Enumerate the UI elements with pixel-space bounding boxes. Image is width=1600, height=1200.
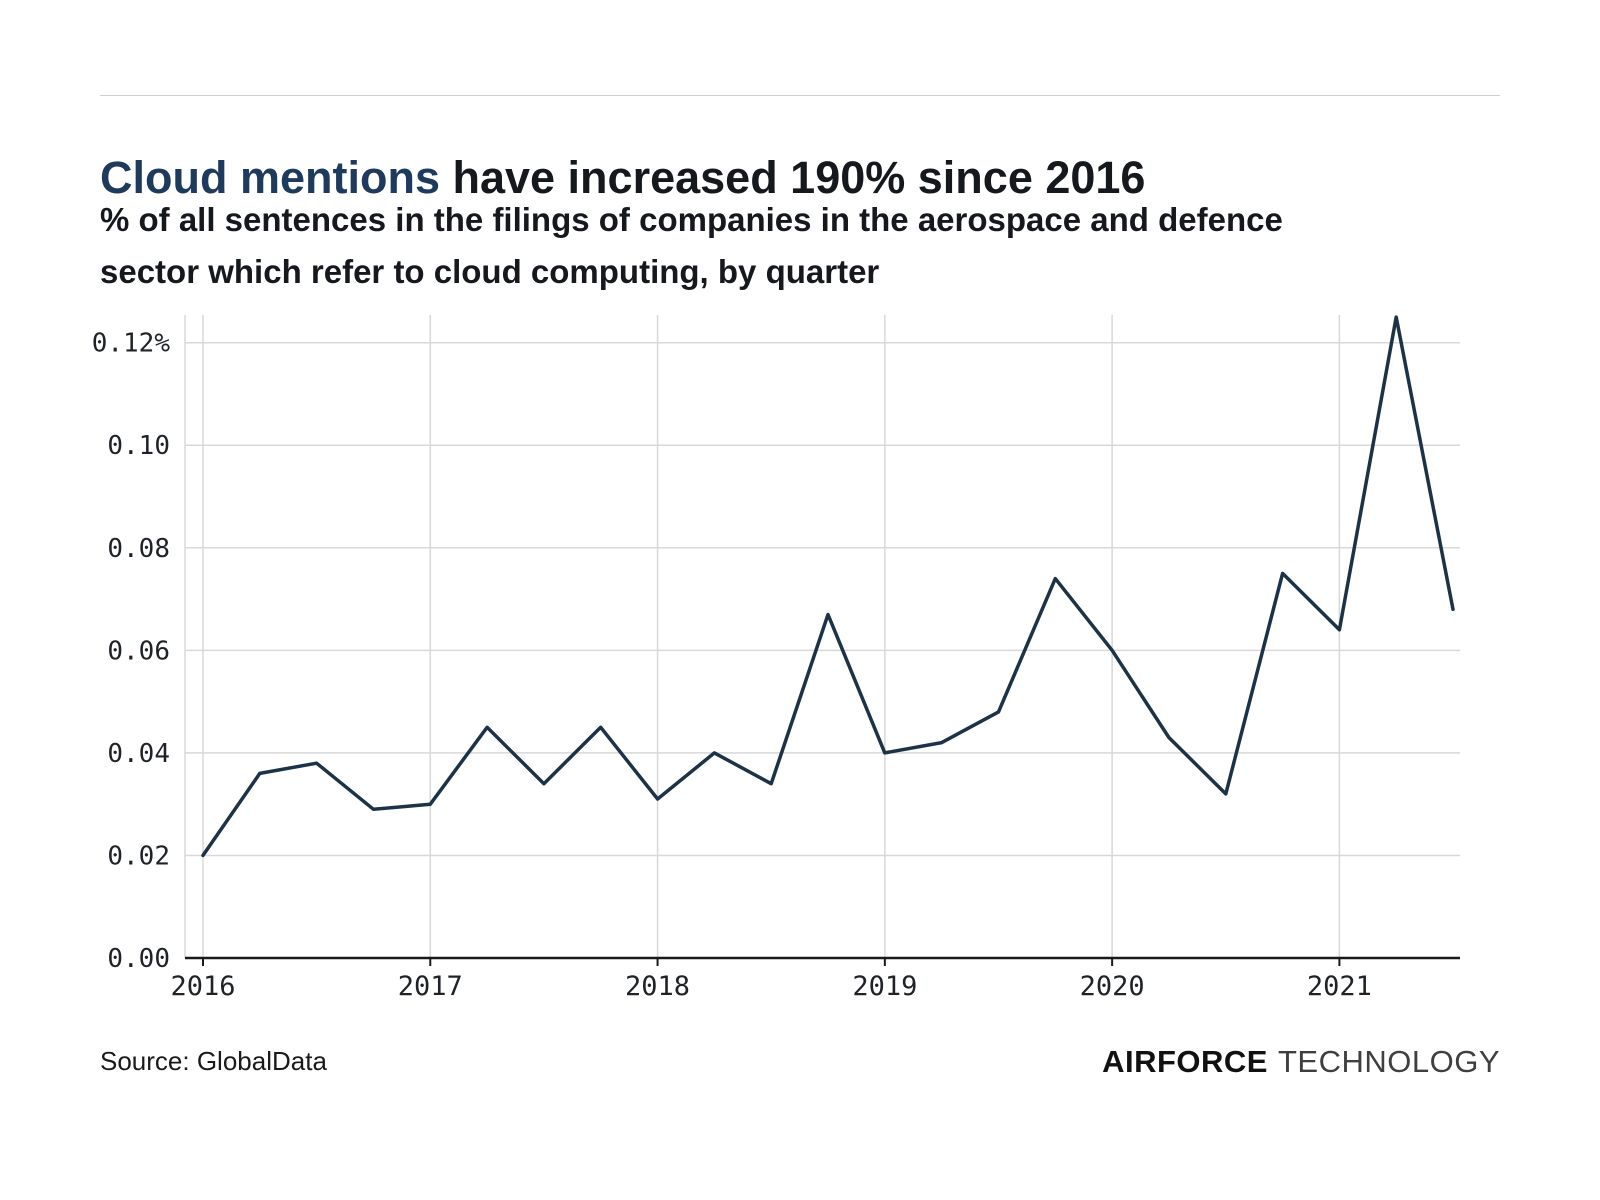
x-tick-label: 2021: [1307, 971, 1372, 1002]
source-credit: Source: GlobalData: [100, 1046, 327, 1076]
x-tick-label: 2019: [852, 971, 917, 1002]
subtitle-line-2: sector which refer to cloud computing, b…: [100, 253, 880, 290]
y-tick-label: 0.00: [107, 944, 170, 974]
y-tick-label: 0.10: [107, 431, 170, 461]
page-title: Cloud mentions have increased 190% since…: [100, 152, 1500, 204]
x-tick-label: 2017: [398, 971, 463, 1002]
y-tick-label: 0.04: [107, 739, 170, 769]
y-tick-label: 0.06: [107, 636, 170, 666]
brand-logo: AIRFORCE TECHNOLOGY: [1102, 1044, 1500, 1080]
chart-subtitle: % of all sentences in the filings of com…: [100, 194, 1520, 298]
y-tick-label: 0.12%: [92, 329, 171, 359]
brand-airforce: AIRFORCE: [1102, 1044, 1268, 1079]
x-tick-label: 2016: [170, 971, 235, 1002]
top-divider: [100, 95, 1500, 96]
data-line-series: [201, 315, 1455, 858]
subtitle-line-1: % of all sentences in the filings of com…: [100, 201, 1283, 238]
chart-area: 0.00 0.02 0.04 0.06 0.08 0.10 0.12% 2016 2017 201…: [0, 300, 1600, 1010]
y-tick-label: 0.08: [107, 534, 170, 564]
cloud-mentions-line-chart: 0.00 0.02 0.04 0.06 0.08 0.10 0.12% 2016 2017 201…: [92, 315, 1460, 1002]
x-tick-label: 2020: [1080, 971, 1145, 1002]
y-tick-label: 0.02: [107, 841, 170, 871]
brand-technology: TECHNOLOGY: [1277, 1044, 1500, 1079]
title-highlight: Cloud mentions: [100, 152, 440, 204]
title-rest: have increased 190% since 2016: [439, 152, 1146, 204]
x-tick-label: 2018: [625, 971, 690, 1002]
